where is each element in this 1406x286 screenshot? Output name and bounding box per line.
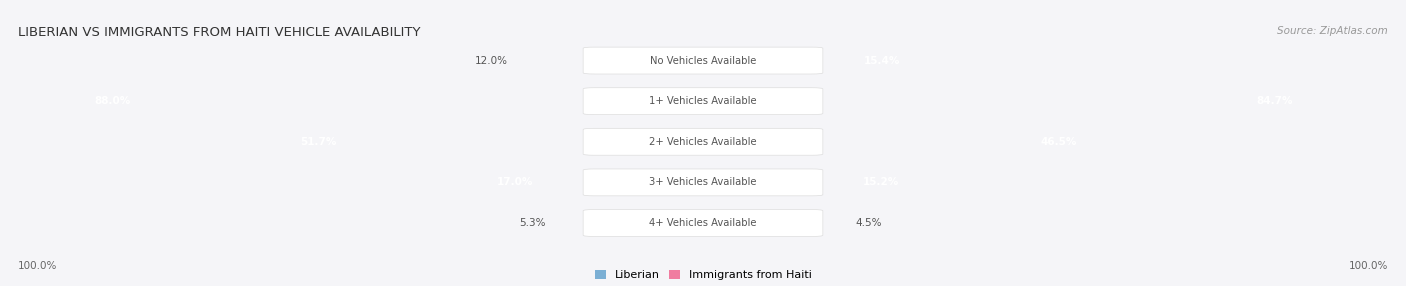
Text: 4.5%: 4.5%	[856, 218, 882, 228]
Text: 100.0%: 100.0%	[18, 261, 58, 271]
Text: 12.0%: 12.0%	[475, 55, 508, 65]
Text: 3+ Vehicles Available: 3+ Vehicles Available	[650, 177, 756, 187]
Text: 84.7%: 84.7%	[1256, 96, 1292, 106]
Text: 100.0%: 100.0%	[1348, 261, 1388, 271]
Text: Source: ZipAtlas.com: Source: ZipAtlas.com	[1277, 26, 1388, 36]
Text: 1+ Vehicles Available: 1+ Vehicles Available	[650, 96, 756, 106]
Legend: Liberian, Immigrants from Haiti: Liberian, Immigrants from Haiti	[595, 270, 811, 281]
FancyBboxPatch shape	[583, 88, 823, 115]
Text: 88.0%: 88.0%	[94, 96, 131, 106]
Text: 4+ Vehicles Available: 4+ Vehicles Available	[650, 218, 756, 228]
Text: No Vehicles Available: No Vehicles Available	[650, 55, 756, 65]
FancyBboxPatch shape	[583, 128, 823, 155]
FancyBboxPatch shape	[583, 210, 823, 237]
Text: 15.4%: 15.4%	[865, 55, 900, 65]
FancyBboxPatch shape	[583, 169, 823, 196]
Text: 5.3%: 5.3%	[519, 218, 546, 228]
Text: 17.0%: 17.0%	[496, 177, 533, 187]
Text: 2+ Vehicles Available: 2+ Vehicles Available	[650, 137, 756, 147]
FancyBboxPatch shape	[583, 47, 823, 74]
Text: 51.7%: 51.7%	[299, 137, 336, 147]
Text: 46.5%: 46.5%	[1040, 137, 1077, 147]
Text: 15.2%: 15.2%	[863, 177, 900, 187]
Text: LIBERIAN VS IMMIGRANTS FROM HAITI VEHICLE AVAILABILITY: LIBERIAN VS IMMIGRANTS FROM HAITI VEHICL…	[18, 26, 420, 39]
